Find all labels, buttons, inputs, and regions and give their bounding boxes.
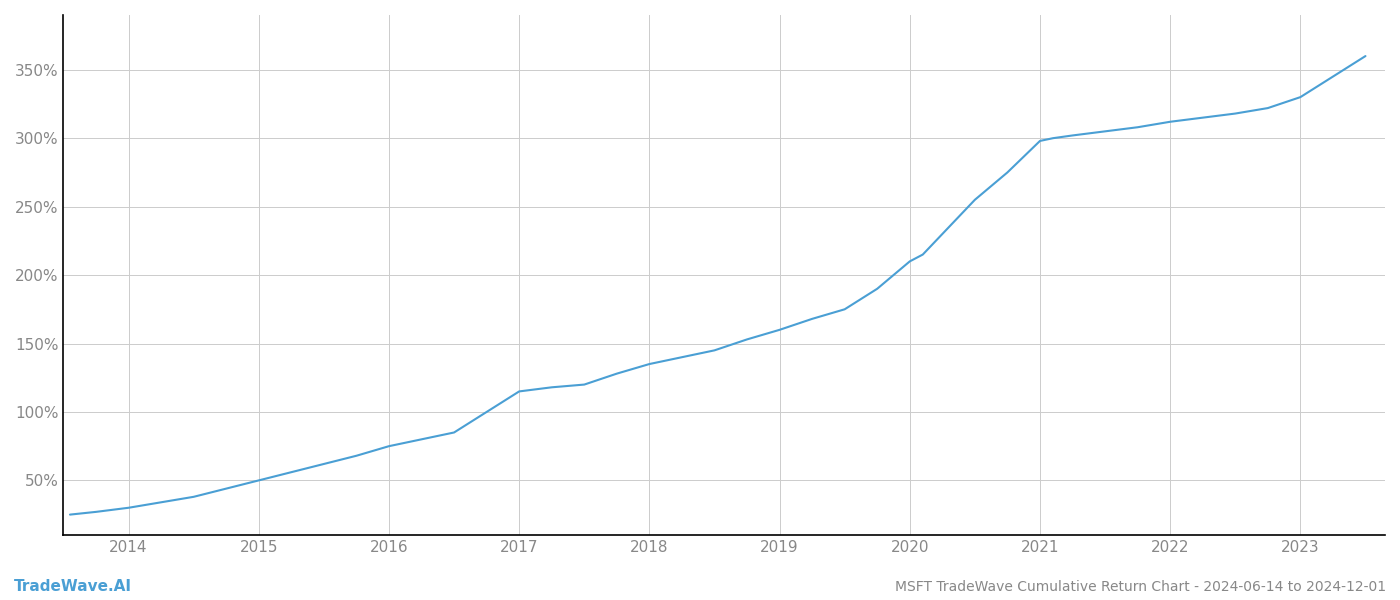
Text: MSFT TradeWave Cumulative Return Chart - 2024-06-14 to 2024-12-01: MSFT TradeWave Cumulative Return Chart -… — [895, 580, 1386, 594]
Text: TradeWave.AI: TradeWave.AI — [14, 579, 132, 594]
